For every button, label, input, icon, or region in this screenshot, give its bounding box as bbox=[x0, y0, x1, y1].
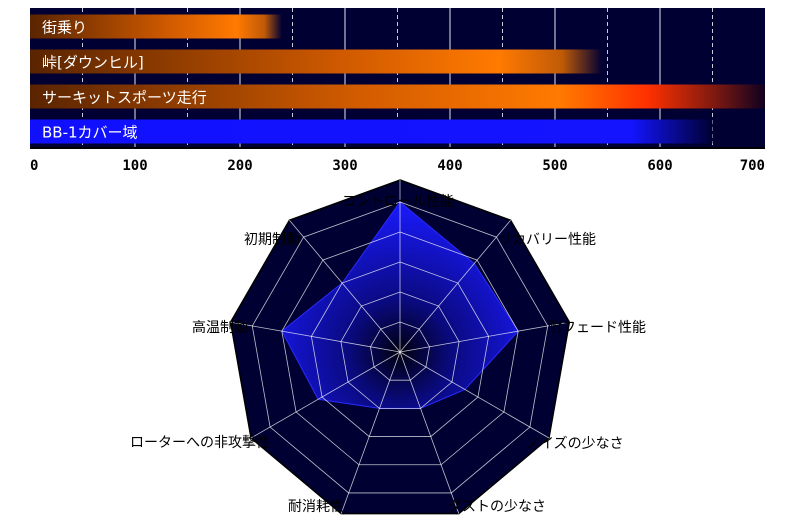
radar-grid-ring bbox=[310, 261, 490, 437]
radar-axis-label: ノイズの少なさ bbox=[526, 436, 624, 452]
radar-axis-label: 初期制動 bbox=[244, 231, 300, 248]
usage-bar bbox=[30, 49, 603, 74]
radar-grid-ring bbox=[251, 201, 549, 494]
x-tick-label: 600 bbox=[647, 158, 672, 174]
radar-outer-band bbox=[229, 179, 571, 515]
radar-series-area bbox=[281, 201, 519, 409]
radar-axis-label: ローターへの非攻撃性 bbox=[130, 435, 270, 451]
radar-grid-ring bbox=[370, 321, 430, 381]
radar-axis-label: 耐消耗性 bbox=[288, 499, 344, 515]
radar-grid-ring bbox=[340, 291, 460, 409]
radar-plot-area bbox=[252, 202, 548, 493]
radar-axis-label: 耐フェード性能 bbox=[548, 320, 646, 336]
x-tick-label: 700 bbox=[740, 158, 765, 174]
radar-grid-ring bbox=[281, 231, 519, 466]
bar-category-label: サーキットスポーツ走行 bbox=[42, 89, 207, 107]
x-tick-label: 300 bbox=[332, 158, 357, 174]
x-tick-label: 500 bbox=[542, 158, 567, 174]
radar-spoke bbox=[230, 321, 401, 353]
radar-axis-label: リカバリー性能 bbox=[498, 232, 596, 248]
radar-spoke bbox=[399, 351, 460, 514]
radar-axis-label: コントロール性能 bbox=[342, 194, 454, 210]
radar-spoke bbox=[289, 219, 401, 353]
radar-spoke bbox=[399, 321, 570, 353]
usage-bar bbox=[30, 84, 765, 109]
radar-spoke bbox=[250, 351, 401, 439]
bar-category-label: BB-1カバー域 bbox=[42, 124, 138, 142]
bar-category-label: 街乗り bbox=[42, 19, 87, 37]
x-tick-label: 200 bbox=[227, 158, 252, 174]
radar-axis-label: ダストの少なさ bbox=[448, 499, 546, 515]
bar-category-label: 峠[ダウンヒル] bbox=[42, 54, 144, 72]
radar-spoke bbox=[399, 219, 511, 353]
radar-axis-label: 高温制動 bbox=[192, 319, 248, 336]
coverage-bar bbox=[30, 119, 713, 144]
usage-bar bbox=[30, 14, 282, 39]
x-tick-label: 400 bbox=[437, 158, 462, 174]
radar-spoke bbox=[340, 351, 401, 514]
radar-spoke bbox=[399, 351, 550, 439]
x-tick-label: 100 bbox=[122, 158, 147, 174]
x-tick-label: 0 bbox=[30, 158, 38, 174]
